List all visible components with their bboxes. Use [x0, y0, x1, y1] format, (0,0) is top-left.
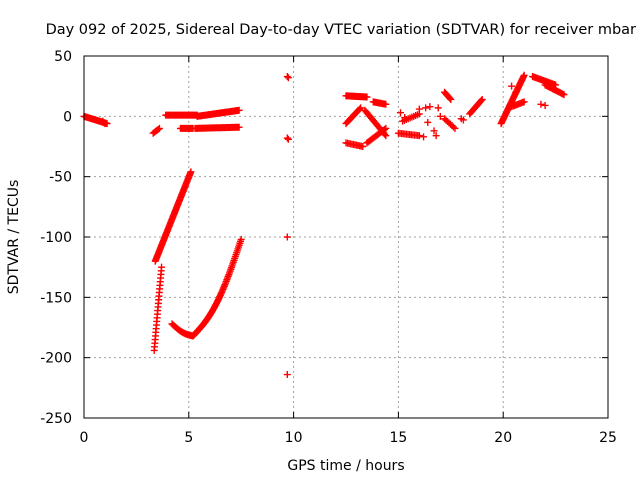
- y-tick-label: 50: [54, 49, 72, 65]
- data-point: [446, 94, 454, 102]
- data-point: [420, 133, 428, 141]
- data-point: [424, 118, 432, 126]
- y-tick-label: -200: [40, 351, 72, 367]
- data-point: [155, 124, 163, 132]
- y-tick-label: -250: [40, 411, 72, 427]
- data-point: [382, 132, 390, 140]
- chart-title: Day 092 of 2025, Sidereal Day-to-day VTE…: [46, 22, 636, 38]
- data-point: [382, 100, 390, 108]
- data-point: [415, 132, 423, 140]
- data-point: [363, 93, 371, 101]
- data-point: [396, 109, 404, 117]
- data-point: [430, 127, 438, 135]
- data-point: [426, 103, 434, 111]
- x-tick-label: 20: [494, 430, 512, 446]
- y-tick-label: -150: [40, 290, 72, 306]
- x-tick-label: 0: [80, 430, 89, 446]
- data-point: [101, 120, 109, 128]
- data-point: [357, 104, 365, 112]
- data-point: [187, 168, 195, 176]
- data-point: [520, 98, 528, 106]
- data-point: [158, 263, 166, 271]
- data-point: [235, 106, 243, 114]
- data-points: [80, 71, 568, 379]
- x-tick-label: 10: [285, 430, 303, 446]
- data-point: [235, 123, 243, 131]
- data-point: [415, 105, 423, 113]
- data-point: [451, 124, 459, 132]
- x-tick-label: 25: [599, 430, 617, 446]
- data-point: [477, 97, 485, 105]
- data-point: [520, 71, 528, 79]
- data-point: [436, 112, 444, 120]
- data-point: [283, 371, 291, 379]
- y-tick-label: -50: [49, 170, 72, 186]
- data-point: [237, 235, 245, 243]
- y-tick-label: 0: [63, 109, 72, 125]
- data-point: [449, 123, 457, 131]
- x-tick-label: 15: [389, 430, 407, 446]
- x-tick-label: 5: [184, 430, 193, 446]
- data-point: [283, 73, 291, 81]
- y-tick-label: -100: [40, 230, 72, 246]
- data-point: [432, 132, 440, 140]
- data-point: [381, 130, 389, 138]
- data-point: [359, 143, 367, 150]
- data-point: [560, 91, 568, 99]
- data-point: [459, 116, 467, 124]
- x-axis-label: GPS time / hours: [287, 458, 404, 474]
- data-point: [283, 134, 291, 142]
- data-point: [512, 88, 520, 96]
- data-point: [284, 135, 292, 143]
- y-axis-label: SDTVAR / TECUs: [6, 180, 22, 295]
- data-point: [284, 74, 292, 82]
- plot-frame: [83, 55, 609, 419]
- ticks: 0 5 10 15 20 25 -250 -200 -150 -100 -50 0 50: [40, 49, 617, 446]
- data-point: [422, 104, 430, 112]
- data-point: [154, 125, 162, 133]
- data-point: [478, 95, 486, 103]
- data-point: [447, 95, 455, 103]
- data-point: [401, 114, 409, 122]
- data-point: [434, 104, 442, 112]
- data-point: [537, 100, 545, 108]
- data-point: [356, 105, 364, 113]
- data-point: [283, 233, 291, 241]
- data-point: [541, 101, 549, 109]
- data-point: [508, 82, 516, 90]
